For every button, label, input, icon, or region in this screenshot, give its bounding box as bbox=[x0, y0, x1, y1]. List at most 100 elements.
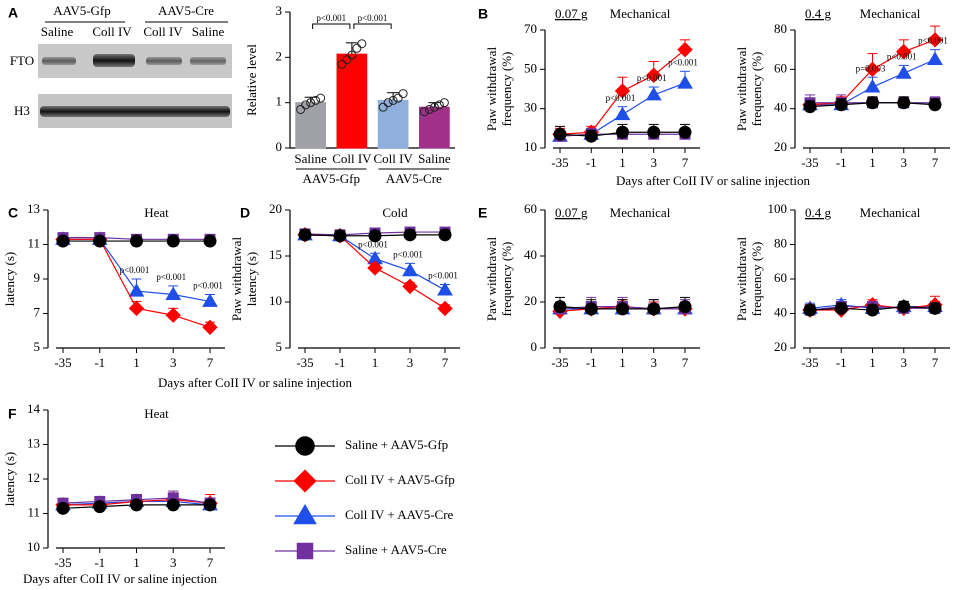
y-tick-label: 40 bbox=[524, 247, 537, 262]
y-tick-label: 50 bbox=[524, 60, 537, 75]
p-value-label: p<0.001 bbox=[393, 249, 423, 259]
chart-title: Mechanical bbox=[610, 205, 671, 220]
x-tick-label: 1 bbox=[619, 355, 626, 370]
x-tick-label: -35 bbox=[296, 355, 313, 370]
data-point bbox=[352, 43, 362, 53]
y-axis-label: Relative level bbox=[244, 44, 259, 116]
data-point bbox=[866, 303, 879, 317]
data-point bbox=[434, 100, 444, 110]
y-tick-label: 40 bbox=[774, 304, 787, 319]
data-point bbox=[357, 39, 367, 49]
weight-label: 0.07 g bbox=[555, 205, 588, 220]
significance-label: p<0.001 bbox=[316, 13, 346, 23]
data-point bbox=[678, 300, 692, 314]
group-label: AAV5-Gfp bbox=[302, 171, 360, 186]
data-point bbox=[298, 228, 312, 242]
x-axis-label: Days after CoII IV or saline injection bbox=[158, 375, 352, 390]
blot-row: FTO bbox=[10, 53, 34, 68]
x-tick-label: 3 bbox=[407, 355, 414, 370]
x-tick-label: Saline bbox=[418, 151, 451, 166]
bar bbox=[377, 99, 409, 149]
y-axis-label: Paw withdrawal bbox=[484, 237, 499, 322]
x-tick-label: 3 bbox=[170, 555, 177, 570]
data-point bbox=[439, 98, 449, 108]
p-value-label: p<0.001 bbox=[606, 93, 636, 103]
y-tick-label: 10 bbox=[269, 293, 282, 308]
significance-bracket bbox=[312, 23, 351, 29]
data-point bbox=[614, 83, 631, 99]
y-tick-label: 11 bbox=[27, 504, 40, 519]
chart-title: Mechanical bbox=[610, 6, 671, 21]
y-axis-label: latency (s) bbox=[244, 252, 259, 307]
bar bbox=[419, 106, 450, 149]
data-point bbox=[56, 234, 70, 248]
data-point bbox=[165, 307, 181, 323]
p-value-label: p<0.001 bbox=[918, 36, 948, 46]
significance-bracket bbox=[353, 23, 392, 29]
x-tick-label: 1 bbox=[869, 355, 876, 370]
y-axis-label: Paw withdrawal bbox=[734, 47, 749, 132]
y-tick-label: 5 bbox=[276, 339, 283, 354]
p-value-label: p<0.001 bbox=[428, 271, 458, 281]
y-axis-label: Paw withdrawal bbox=[0, 437, 2, 522]
y-axis-label: frequency (%) bbox=[749, 242, 764, 317]
data-point bbox=[677, 41, 693, 58]
x-tick-label: -1 bbox=[836, 155, 847, 170]
data-point bbox=[166, 498, 180, 512]
data-point bbox=[202, 319, 218, 336]
data-point bbox=[165, 286, 182, 301]
y-tick-label: 13 bbox=[27, 435, 40, 450]
significance-label: p<0.001 bbox=[358, 13, 388, 23]
panel-letter: B bbox=[478, 6, 488, 22]
x-tick-label: -35 bbox=[801, 155, 818, 170]
data-point bbox=[897, 300, 911, 314]
data-point bbox=[614, 106, 631, 121]
data-point bbox=[368, 229, 382, 243]
p-value-label: p<0.001 bbox=[193, 281, 223, 291]
legend-label: Coll IV + AAV5-Gfp bbox=[345, 472, 455, 487]
data-point bbox=[897, 96, 911, 110]
data-point bbox=[333, 229, 347, 243]
y-tick-label: 10 bbox=[524, 139, 537, 154]
data-point bbox=[383, 98, 393, 108]
data-point bbox=[403, 228, 417, 242]
y-tick-label: 20 bbox=[269, 201, 282, 216]
x-tick-label: 7 bbox=[207, 555, 214, 570]
data-point bbox=[128, 300, 145, 317]
data-point bbox=[647, 125, 661, 139]
y-axis-label: latency (s) bbox=[2, 452, 17, 507]
data-point bbox=[553, 127, 567, 141]
blot-group: AAV5-Cre bbox=[158, 3, 214, 18]
y-tick-label: 80 bbox=[774, 21, 787, 36]
bar bbox=[295, 102, 326, 149]
p-value-label: p=0.003 bbox=[856, 63, 886, 73]
x-tick-label: -1 bbox=[586, 355, 597, 370]
data-point bbox=[584, 129, 598, 143]
x-axis-label: Days after CoII IV or saline injection bbox=[23, 571, 217, 586]
data-point bbox=[646, 67, 662, 83]
y-tick-label: 30 bbox=[524, 100, 537, 115]
data-point bbox=[402, 262, 418, 277]
y-tick-label: 40 bbox=[774, 100, 787, 115]
blot-group: AAV5-Gfp bbox=[53, 3, 111, 18]
data-point bbox=[864, 61, 881, 78]
data-point bbox=[402, 278, 418, 295]
y-axis-label: Paw withdrawal bbox=[0, 237, 2, 322]
x-tick-label: 1 bbox=[869, 155, 876, 170]
p-value-label: p<0.001 bbox=[120, 265, 150, 275]
x-tick-label: 1 bbox=[133, 555, 140, 570]
x-tick-label: 7 bbox=[682, 355, 689, 370]
y-tick-label: 20 bbox=[524, 293, 537, 308]
data-point bbox=[202, 293, 218, 307]
y-tick-label: 2 bbox=[276, 48, 283, 63]
chart-title: Mechanical bbox=[860, 205, 921, 220]
data-point bbox=[203, 234, 217, 248]
group-label: AAV5-Cre bbox=[386, 171, 442, 186]
data-point bbox=[388, 95, 398, 105]
data-point bbox=[93, 234, 107, 248]
y-tick-label: 60 bbox=[774, 60, 787, 75]
data-point bbox=[130, 234, 143, 248]
p-value-label: p<0.001 bbox=[637, 73, 667, 83]
x-tick-label: -35 bbox=[54, 355, 71, 370]
